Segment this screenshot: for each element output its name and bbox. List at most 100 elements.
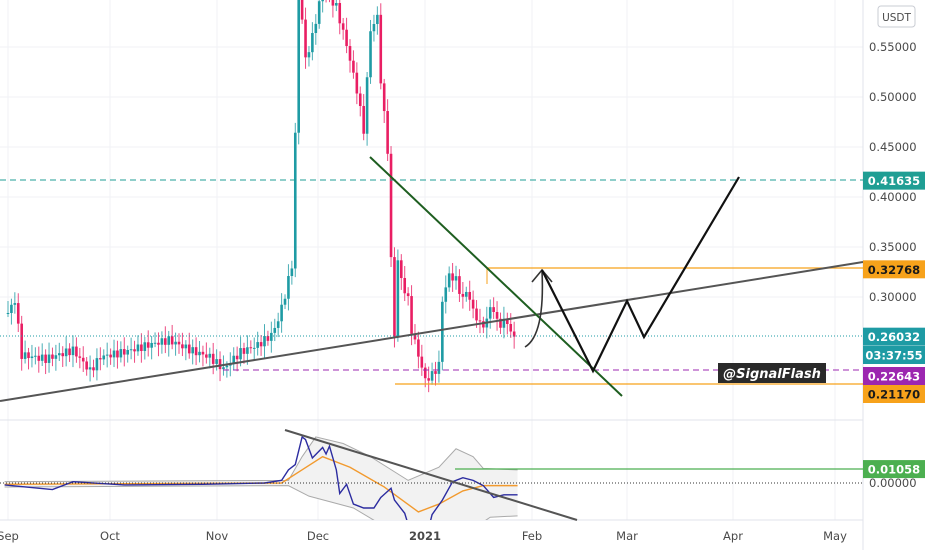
descending-trendline[interactable] bbox=[369, 156, 623, 397]
projection-path[interactable] bbox=[541, 176, 740, 374]
candle-down bbox=[410, 296, 413, 334]
price-tag-text: 0.26032 bbox=[868, 330, 920, 344]
x-tick-label: Oct bbox=[100, 529, 120, 543]
price-tag-text: 0.21170 bbox=[868, 388, 920, 402]
candle-up bbox=[447, 273, 451, 288]
candle-up bbox=[126, 350, 129, 355]
candle-down bbox=[75, 346, 78, 357]
candle-up bbox=[372, 24, 376, 32]
curved-arrow[interactable] bbox=[524, 270, 544, 348]
oscillator-level-tag-text: 0.01058 bbox=[868, 463, 920, 477]
upper-band bbox=[4, 436, 518, 483]
x-tick-label: Mar bbox=[616, 529, 638, 543]
candle-up bbox=[105, 354, 109, 356]
candle-down bbox=[358, 93, 362, 107]
candle-down bbox=[355, 72, 359, 94]
candle-down bbox=[403, 278, 407, 294]
candle-down bbox=[461, 293, 465, 297]
candle-down bbox=[512, 331, 516, 337]
candle-up bbox=[376, 14, 379, 25]
candle-down bbox=[78, 356, 82, 358]
candle-down bbox=[300, 0, 304, 20]
candle-down bbox=[400, 260, 403, 279]
y-tick-label: 0.30000 bbox=[869, 290, 917, 304]
candle-up bbox=[208, 353, 212, 358]
drawings[interactable] bbox=[0, 156, 864, 402]
candle-up bbox=[396, 260, 400, 337]
candle-up bbox=[311, 33, 314, 53]
candle-down bbox=[27, 352, 30, 359]
price-tag-text: 0.41635 bbox=[868, 174, 920, 188]
candle-down bbox=[20, 323, 23, 359]
grid bbox=[0, 0, 863, 520]
candle-up bbox=[136, 344, 140, 352]
watermark: @SignalFlash bbox=[718, 363, 826, 383]
candle-down bbox=[85, 361, 88, 370]
x-tick-label: Nov bbox=[206, 529, 229, 543]
candle-down bbox=[81, 357, 85, 362]
currency-button[interactable]: USDT bbox=[877, 5, 916, 28]
candle-down bbox=[122, 349, 126, 355]
candle-down bbox=[417, 339, 420, 357]
candle-up bbox=[150, 342, 153, 348]
price-tag: 0.41635 bbox=[863, 171, 925, 190]
price-tag: 0.26032 bbox=[863, 327, 925, 346]
candle-down bbox=[341, 23, 345, 30]
candle-down bbox=[345, 29, 348, 47]
price-axis[interactable]: 0.55000 0.50000 0.45000 0.40000 0.35000 0.300… bbox=[869, 40, 917, 490]
candle-down bbox=[140, 344, 143, 351]
candle-down bbox=[475, 308, 478, 321]
candle-down bbox=[157, 342, 160, 345]
x-tick-label: May bbox=[823, 529, 847, 543]
candle-down bbox=[427, 378, 430, 381]
candle-up bbox=[54, 355, 58, 359]
candle-up bbox=[441, 301, 444, 362]
candle-down bbox=[170, 336, 174, 345]
candle-up bbox=[239, 348, 242, 360]
candle-down bbox=[187, 344, 191, 354]
candle-down bbox=[164, 338, 167, 345]
candle-down bbox=[406, 293, 410, 297]
candle-down bbox=[478, 320, 482, 322]
candle-up bbox=[160, 338, 164, 345]
candle-up bbox=[369, 31, 372, 78]
candle-down bbox=[386, 111, 389, 154]
candle-up bbox=[252, 347, 256, 349]
candle-up bbox=[34, 355, 37, 357]
candle-down bbox=[506, 318, 509, 324]
candle-down bbox=[61, 353, 65, 357]
candle-down bbox=[116, 350, 119, 358]
band-fill bbox=[4, 436, 518, 520]
price-tag-text: 0.32768 bbox=[868, 263, 920, 277]
candle-down bbox=[109, 354, 112, 358]
candle-up bbox=[293, 132, 297, 269]
candle-up bbox=[430, 371, 434, 381]
ascending-trendline[interactable] bbox=[0, 261, 864, 402]
time-axis[interactable]: Sep Oct Nov Dec 2021 Feb Mar Apr May bbox=[0, 529, 847, 543]
countdown-tag: 03:37:55 bbox=[863, 346, 925, 364]
x-tick-label: Feb bbox=[522, 529, 542, 543]
candle-down bbox=[92, 367, 95, 371]
candle-up bbox=[280, 304, 283, 322]
candle-up bbox=[232, 355, 236, 364]
oscillator-trendline[interactable] bbox=[284, 429, 578, 521]
candle-up bbox=[502, 318, 506, 328]
y-tick-label: 0.55000 bbox=[869, 40, 917, 54]
candle-down bbox=[331, 0, 335, 6]
currency-label: USDT bbox=[882, 12, 911, 24]
candle-down bbox=[181, 344, 184, 349]
candle-down bbox=[389, 153, 393, 258]
candle-down bbox=[242, 348, 246, 354]
candle-up bbox=[307, 52, 311, 58]
candle-up bbox=[246, 347, 249, 354]
candle-down bbox=[458, 276, 461, 294]
candle-down bbox=[352, 60, 355, 73]
price-tag-text: 0.22643 bbox=[868, 370, 920, 384]
y-tick-label: 0.50000 bbox=[869, 90, 917, 104]
candle-up bbox=[10, 304, 13, 313]
candle-up bbox=[13, 303, 17, 305]
candle-up bbox=[454, 276, 458, 281]
candle-up bbox=[287, 276, 290, 299]
candle-up bbox=[64, 348, 68, 357]
